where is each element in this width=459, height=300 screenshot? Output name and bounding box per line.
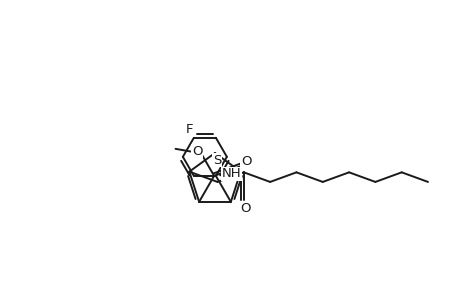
Text: S: S: [213, 154, 221, 166]
Text: O: O: [191, 145, 202, 158]
Text: F: F: [185, 124, 193, 136]
Text: O: O: [240, 202, 251, 215]
Text: NH: NH: [221, 167, 241, 180]
Text: O: O: [241, 155, 251, 168]
